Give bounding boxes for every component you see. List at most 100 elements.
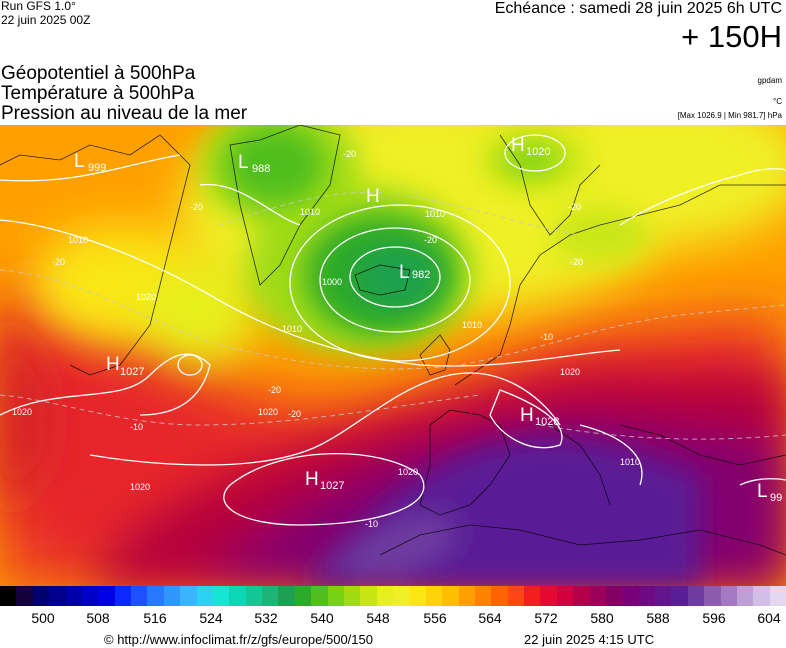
scale-tick-label: 580 xyxy=(590,610,614,626)
color-swatch xyxy=(245,586,262,606)
color-swatch xyxy=(180,586,197,606)
geopotential-field xyxy=(0,125,786,586)
unit-temperature: °C xyxy=(773,97,782,106)
title-temperature: Température à 500hPa xyxy=(1,83,195,104)
color-swatch xyxy=(720,586,737,606)
svg-text:L: L xyxy=(238,152,249,173)
svg-text:H: H xyxy=(520,405,534,426)
temperature-label: -10 xyxy=(540,332,553,342)
high-pressure-center: H 1027 xyxy=(106,354,144,378)
temperature-label: -20 xyxy=(424,235,437,245)
color-swatch xyxy=(556,586,574,606)
isobar-label: 1020 xyxy=(136,292,156,302)
color-swatch xyxy=(769,586,786,606)
color-swatch xyxy=(16,586,33,606)
color-swatch xyxy=(81,586,99,606)
temperature-label: -10 xyxy=(130,422,143,432)
color-swatch xyxy=(343,586,361,606)
high-pressure-center: H 1027 xyxy=(305,469,344,492)
isobar-label: 1010 xyxy=(68,235,88,245)
color-swatch xyxy=(409,586,426,606)
color-swatch xyxy=(605,586,623,606)
scale-tick-label: 572 xyxy=(534,610,558,626)
color-swatch xyxy=(524,586,541,606)
low-pressure-center: L 982 xyxy=(399,262,430,283)
isobar-label: 1010 xyxy=(282,324,302,334)
scale-tick-label: 596 xyxy=(702,610,726,626)
scale-tick-label: 540 xyxy=(310,610,334,626)
isobar-label: 1010 xyxy=(620,457,640,467)
forecast-lead-time: + 150H xyxy=(681,19,782,54)
scale-tick-label: 532 xyxy=(254,610,278,626)
isobar-label: 1020 xyxy=(258,407,278,417)
color-swatch xyxy=(671,586,688,606)
isobar-labels: 1010 1010 1020 1000 1010 1020 1010 1020 … xyxy=(12,207,640,492)
color-swatch xyxy=(425,586,443,606)
color-swatch xyxy=(147,586,164,606)
isobar-label: 1010 xyxy=(300,207,320,217)
isobar-label: 1010 xyxy=(462,320,482,330)
isobars xyxy=(0,134,786,526)
scale-tick-label: 524 xyxy=(199,610,223,626)
color-swatch xyxy=(163,586,181,606)
source-url: © http://www.infoclimat.fr/z/gfs/europe/… xyxy=(104,632,373,647)
svg-text:H: H xyxy=(366,186,380,207)
temperature-label: -10 xyxy=(365,519,378,529)
svg-text:H: H xyxy=(511,135,525,156)
color-swatch xyxy=(131,586,148,606)
svg-text:99: 99 xyxy=(770,492,782,504)
scale-tick-label: 508 xyxy=(86,610,110,626)
scale-tick-label: 548 xyxy=(366,610,390,626)
temperature-label: -20 xyxy=(52,257,65,267)
high-pressure-center: H 1020 xyxy=(511,135,550,158)
pressure-range: [Max 1026.9 | Min 981.7] hPa xyxy=(677,111,782,120)
high-pressure-center: H xyxy=(366,186,380,207)
isobar-label: 1010 xyxy=(425,209,445,219)
run-label: Run GFS 1.0° xyxy=(1,0,76,13)
svg-text:1027: 1027 xyxy=(120,366,144,378)
scale-tick-label: 500 xyxy=(31,610,55,626)
weather-map: 1010 1010 1020 1000 1010 1020 1010 1020 … xyxy=(0,125,786,586)
color-swatch xyxy=(589,586,606,606)
color-swatch xyxy=(376,586,393,606)
svg-text:1027: 1027 xyxy=(320,480,344,492)
title-geopotential: Géopotentiel à 500hPa xyxy=(1,63,196,84)
low-pressure-center: L 99 xyxy=(757,481,782,504)
isobar-label: 1000 xyxy=(322,277,342,287)
scale-tick-label: 604 xyxy=(757,610,781,626)
svg-text:999: 999 xyxy=(88,162,106,174)
svg-text:L: L xyxy=(74,151,85,172)
svg-text:L: L xyxy=(399,262,410,283)
color-swatch xyxy=(736,586,754,606)
color-swatch xyxy=(262,586,279,606)
svg-text:H: H xyxy=(106,354,120,375)
color-swatch xyxy=(491,586,508,606)
isobar-label: 1020 xyxy=(398,467,418,477)
temperature-label: -20 xyxy=(570,257,583,267)
run-date: 22 juin 2025 00Z xyxy=(1,13,91,27)
isotherms xyxy=(0,191,786,440)
scale-tick-label: 564 xyxy=(478,610,502,626)
forecast-valid-time: Echéance : samedi 28 juin 2025 6h UTC xyxy=(494,0,782,17)
svg-text:1028: 1028 xyxy=(535,416,559,428)
high-pressure-center: H 1028 xyxy=(520,405,559,428)
color-swatch xyxy=(65,586,82,606)
color-swatch xyxy=(655,586,672,606)
svg-text:H: H xyxy=(305,469,319,490)
color-swatch xyxy=(229,586,246,606)
color-swatch xyxy=(622,586,639,606)
color-swatch xyxy=(294,586,312,606)
temperature-labels: -20 -20 -20 -20 -20 -20 -10 -10 -10 -20 … xyxy=(52,149,583,529)
color-swatch xyxy=(393,586,410,606)
low-pressure-center: L 988 xyxy=(238,152,270,175)
scale-tick-label: 516 xyxy=(143,610,167,626)
low-pressure-center: L 999 xyxy=(74,151,106,174)
map-svg: 1010 1010 1020 1000 1010 1020 1010 1020 … xyxy=(0,125,786,586)
color-swatch xyxy=(507,586,524,606)
color-scale xyxy=(0,586,786,606)
color-swatch xyxy=(0,586,17,606)
temperature-label: -20 xyxy=(268,385,281,395)
isobar-label: 1020 xyxy=(560,367,580,377)
svg-text:L: L xyxy=(757,481,768,502)
color-swatch xyxy=(442,586,459,606)
